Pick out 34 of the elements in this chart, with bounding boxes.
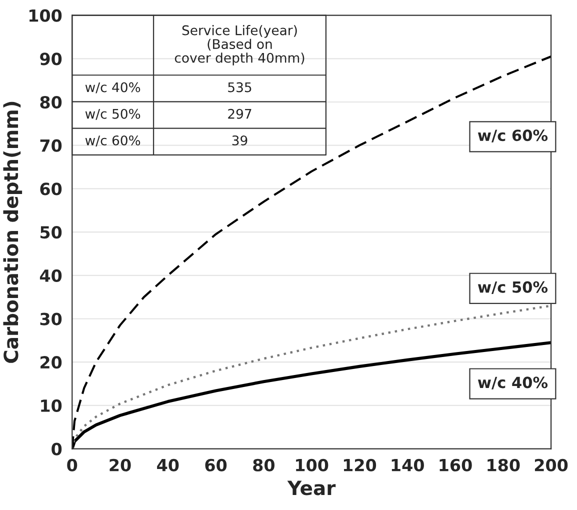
- y-tick-label: 10: [41, 399, 62, 412]
- x-tick-label: 160: [440, 458, 472, 472]
- text: w/c 60%: [478, 130, 548, 142]
- annotation: w/c 40%: [85, 82, 140, 94]
- annotation: 297: [228, 108, 252, 119]
- x-tick-label: 100: [296, 458, 328, 472]
- y-tick-label: 80: [40, 96, 62, 109]
- annotation: 535: [228, 82, 252, 92]
- x-tick-label: 140: [392, 458, 424, 472]
- y-tick-label: 50: [40, 226, 62, 239]
- series-label: w/c 50%: [478, 281, 548, 294]
- y-axis-title: Carbonation depth(mm): [3, 102, 22, 363]
- x-tick-label: 60: [205, 458, 227, 472]
- x-tick-label: 20: [110, 458, 131, 472]
- x-tick-label: 40: [157, 458, 179, 472]
- annotation: w/c 60%: [85, 135, 140, 146]
- y-tick-label: 100: [29, 9, 62, 22]
- x-tick-label: 200: [534, 458, 568, 472]
- annotation: 39: [232, 135, 248, 146]
- y-tick-label: 40: [40, 269, 62, 282]
- y-tick-label: 20: [40, 356, 62, 369]
- annotation: w/c 50%: [85, 108, 140, 120]
- y-tick-label: 90: [40, 52, 62, 66]
- y-tick-label: 0: [52, 442, 62, 456]
- x-tick-label: 120: [344, 458, 376, 472]
- series-label: w/c 40%: [478, 376, 548, 390]
- y-tick-label: 60: [40, 182, 62, 196]
- x-tick-label: 0: [67, 458, 78, 472]
- annotation: Service Life(year) (Based on cover depth 40mm): [174, 25, 304, 66]
- x-tick-label: 80: [253, 458, 274, 472]
- x-tick-label: 180: [488, 458, 520, 472]
- x-axis-title: Year: [287, 480, 336, 496]
- y-tick-label: 30: [40, 312, 62, 326]
- y-tick-label: 70: [40, 139, 62, 152]
